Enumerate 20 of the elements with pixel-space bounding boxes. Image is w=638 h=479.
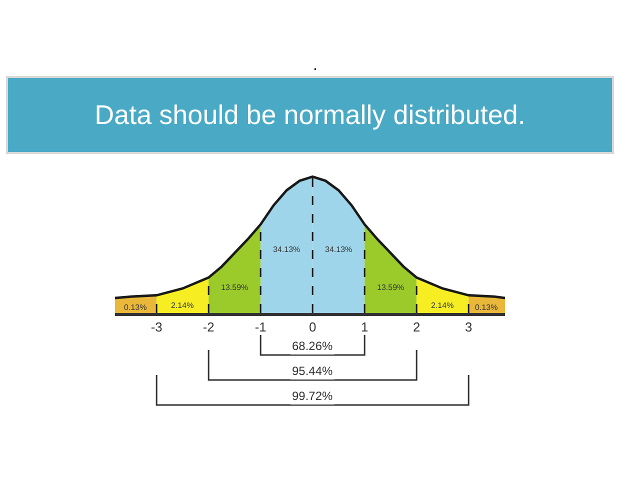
annotation: 34.13% xyxy=(325,245,352,254)
text: 99.72% xyxy=(292,389,334,403)
x-tick-label: 2 xyxy=(412,320,420,335)
annotation: 13.59% xyxy=(377,283,404,292)
annotation: 34.13% xyxy=(273,245,300,254)
x-tick-label: -2 xyxy=(202,320,214,335)
x-tick-label: 3 xyxy=(464,320,472,335)
annotation: 2.14% xyxy=(171,301,194,310)
annotation: 0.13% xyxy=(475,303,498,312)
annotation: 2.14% xyxy=(431,301,454,310)
x-tick-label: -1 xyxy=(254,320,266,335)
chart-subtitle: . xyxy=(313,57,318,74)
chart-title: Data should be normally distributed. xyxy=(94,100,526,130)
x-tick-label: -3 xyxy=(150,320,162,335)
annotation: 0.13% xyxy=(124,303,147,312)
text: 68.26% xyxy=(292,339,334,353)
x-tick-label: 0 xyxy=(308,320,316,335)
text: 95.44% xyxy=(292,364,334,378)
annotation: 13.59% xyxy=(221,283,248,292)
x-tick-label: 1 xyxy=(360,320,368,335)
